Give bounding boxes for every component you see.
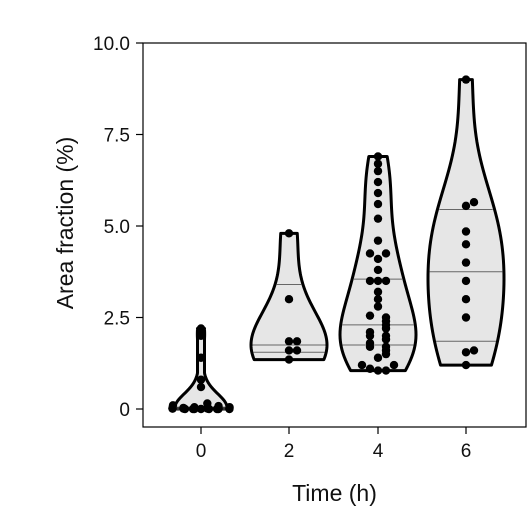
data-point [196,375,206,384]
data-point [381,276,391,286]
data-point [284,229,294,238]
x-tick-label: 6 [461,441,472,462]
data-point [381,249,391,258]
data-point [461,276,471,286]
data-point [373,159,383,168]
data-point [365,249,375,258]
data-point [373,254,383,264]
data-point [292,337,302,346]
data-point [461,227,471,236]
data-point [284,346,294,355]
data-point [461,313,471,322]
data-point [469,346,479,355]
data-point [389,360,399,370]
data-point [381,342,391,351]
violins-layer [173,78,506,411]
x-tick-label: 0 [196,441,207,462]
axes-layer [136,42,527,434]
violin-shape [338,154,418,373]
data-point [461,258,471,267]
data-point [196,353,206,362]
data-point [196,404,206,414]
data-point [373,353,383,362]
plot-frame [142,42,527,428]
data-point [168,401,178,410]
data-point [179,403,188,413]
data-point [469,198,479,207]
data-point [284,355,294,364]
violin-shape [173,326,229,411]
data-point [373,199,383,209]
data-point [373,188,383,198]
y-tick-label: 5.0 [104,217,130,238]
x-tick-label: 4 [373,441,384,462]
y-axis-title: Area fraction (%) [52,137,78,310]
data-point [365,311,375,320]
data-point [365,276,375,286]
data-point [225,402,234,412]
data-point [373,214,383,223]
data-point [381,313,391,322]
data-point [373,236,383,245]
data-point [461,348,471,357]
data-point [284,337,294,346]
data-point [373,366,383,375]
y-tick-label: 2.5 [104,309,130,330]
data-point [365,338,375,348]
data-point [373,302,383,311]
data-point [373,177,383,187]
data-point [292,346,302,355]
data-point [196,324,206,333]
data-point [357,360,367,370]
data-point [365,364,375,373]
data-point [461,360,471,370]
data-point [365,327,375,337]
x-tick-label: 2 [284,441,295,462]
x-axis-title: Time (h) [292,480,377,506]
data-point [373,276,383,286]
data-point [461,295,471,304]
y-tick-label: 0 [119,400,130,421]
data-point [373,166,383,176]
data-point [373,152,383,161]
data-point [381,331,391,340]
points-layer [168,75,479,414]
data-point [381,366,391,375]
data-point [461,240,471,249]
data-point [373,287,383,297]
data-point [461,201,471,211]
data-point [373,295,383,304]
violin-shape [426,78,506,367]
data-point [190,402,199,412]
data-point [214,401,223,411]
data-point [373,265,383,275]
data-point [461,75,471,84]
data-point [284,295,294,304]
data-point [203,399,212,408]
labels-layer: 0 2.5 5.0 7.5 10.0 0 2 4 6 Time (h) Area fraction … [52,34,471,506]
y-tick-label: 10.0 [93,34,130,55]
y-tick-label: 7.5 [104,126,130,147]
data-point [196,382,206,392]
